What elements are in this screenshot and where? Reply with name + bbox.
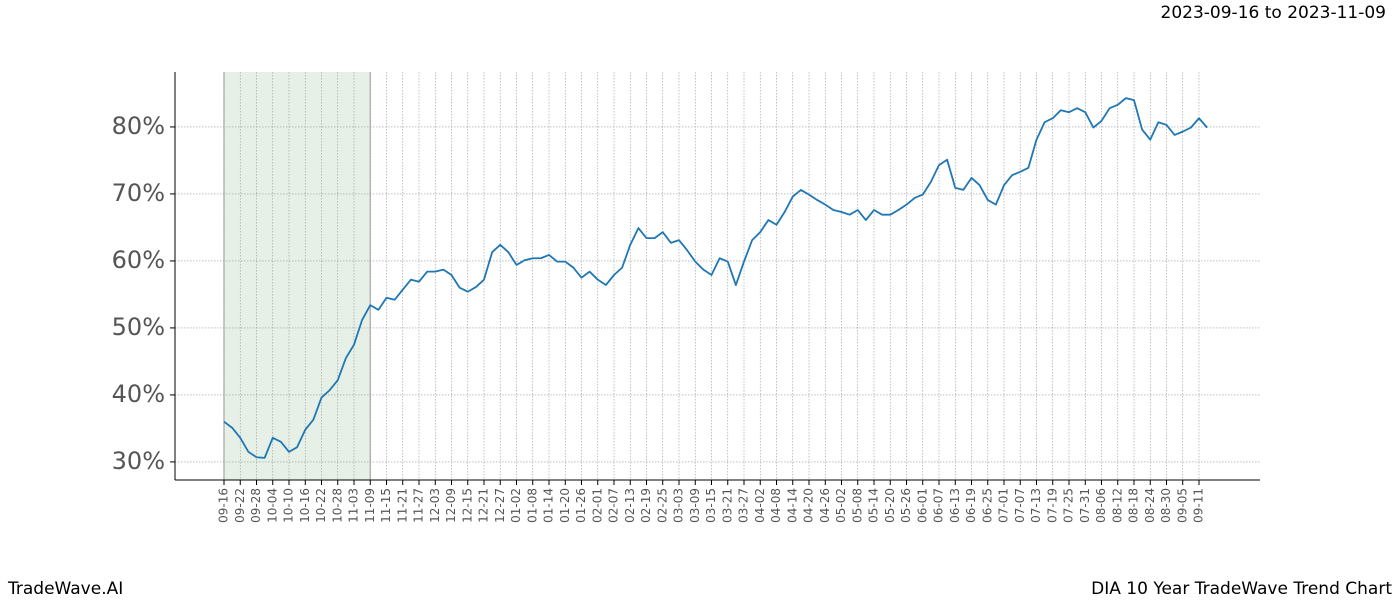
x-tick-label: 09-28: [249, 488, 263, 523]
x-tick-label: 04-20: [802, 488, 816, 523]
x-tick-label: 04-26: [818, 488, 832, 523]
x-tick-label: 12-21: [477, 488, 491, 523]
x-tick-label: 08-12: [1110, 488, 1124, 523]
x-tick-label: 03-15: [704, 488, 718, 523]
x-tick-label: 07-25: [1062, 488, 1076, 523]
x-tick-label: 02-13: [623, 488, 637, 523]
x-tick-label: 03-09: [688, 488, 702, 523]
x-tick-label: 03-27: [737, 488, 751, 523]
x-tick-label: 01-08: [525, 488, 539, 523]
footer-right: DIA 10 Year TradeWave Trend Chart: [1091, 579, 1392, 599]
x-tick-label: 06-25: [980, 488, 994, 523]
x-tick-label: 12-15: [460, 488, 474, 523]
x-tick-label: 05-26: [899, 488, 913, 523]
x-tick-label: 02-01: [590, 488, 604, 523]
y-tick-label: 30%: [112, 447, 165, 475]
x-tick-label: 10-16: [298, 488, 312, 523]
y-tick-label: 60%: [112, 246, 165, 274]
y-tick-label: 80%: [112, 112, 165, 140]
x-tick-label: 02-07: [607, 488, 621, 523]
x-tick-label: 10-28: [330, 488, 344, 523]
x-tick-label: 01-14: [542, 488, 556, 523]
x-tick-label: 04-14: [785, 488, 799, 523]
x-tick-label: 05-20: [883, 488, 897, 523]
data-line: [223, 97, 1208, 459]
x-tick-label: 02-25: [655, 488, 669, 523]
x-tick-label: 04-08: [769, 488, 783, 523]
x-tick-label: 03-03: [672, 488, 686, 523]
x-tick-label: 09-22: [233, 488, 247, 523]
x-tick-label: 12-27: [493, 488, 507, 523]
x-tick-label: 10-10: [282, 488, 296, 523]
x-tick-label: 04-02: [753, 488, 767, 523]
x-tick-label: 01-26: [574, 488, 588, 523]
x-tick-label: 08-30: [1159, 488, 1173, 523]
x-tick-label: 07-07: [1013, 488, 1027, 523]
x-tick-label: 12-03: [428, 488, 442, 523]
x-tick-label: 01-02: [509, 488, 523, 523]
x-tick-label: 11-21: [395, 488, 409, 523]
x-tick-label: 08-18: [1127, 488, 1141, 523]
x-tick-label: 06-01: [915, 488, 929, 523]
x-tick-label: 11-09: [363, 488, 377, 523]
x-tick-label: 11-15: [379, 488, 393, 523]
y-tick-label: 50%: [112, 313, 165, 341]
x-tick-label: 11-03: [347, 488, 361, 523]
x-tick-label: 08-24: [1143, 488, 1157, 523]
x-tick-label: 10-22: [314, 488, 328, 523]
subtitle: 2023-09-16 to 2023-11-09: [1161, 3, 1386, 23]
footer-left: TradeWave.AI: [7, 579, 123, 599]
y-tick-label: 70%: [112, 179, 165, 207]
x-tick-label: 05-08: [850, 488, 864, 523]
x-tick-label: 07-13: [1029, 488, 1043, 523]
x-tick-label: 11-27: [412, 488, 426, 523]
highlight-band: [224, 72, 371, 480]
x-tick-label: 07-19: [1045, 488, 1059, 523]
x-tick-label: 09-16: [217, 488, 231, 523]
x-tick-label: 06-07: [932, 488, 946, 523]
x-tick-label: 02-19: [639, 488, 653, 523]
x-tick-label: 08-06: [1094, 488, 1108, 523]
x-tick-label: 05-14: [867, 488, 881, 523]
x-tick-label: 05-02: [834, 488, 848, 523]
x-tick-label: 03-21: [720, 488, 734, 523]
x-tick-label: 06-19: [964, 488, 978, 523]
x-tick-label: 06-13: [948, 488, 962, 523]
x-tick-label: 12-09: [444, 488, 458, 523]
x-tick-label: 01-20: [558, 488, 572, 523]
x-tick-label: 09-05: [1175, 488, 1189, 523]
x-tick-label: 07-31: [1078, 488, 1092, 523]
x-tick-label: 10-04: [265, 488, 279, 523]
y-tick-label: 40%: [112, 380, 165, 408]
x-tick-label: 07-01: [997, 488, 1011, 523]
x-tick-label: 09-11: [1192, 488, 1206, 523]
